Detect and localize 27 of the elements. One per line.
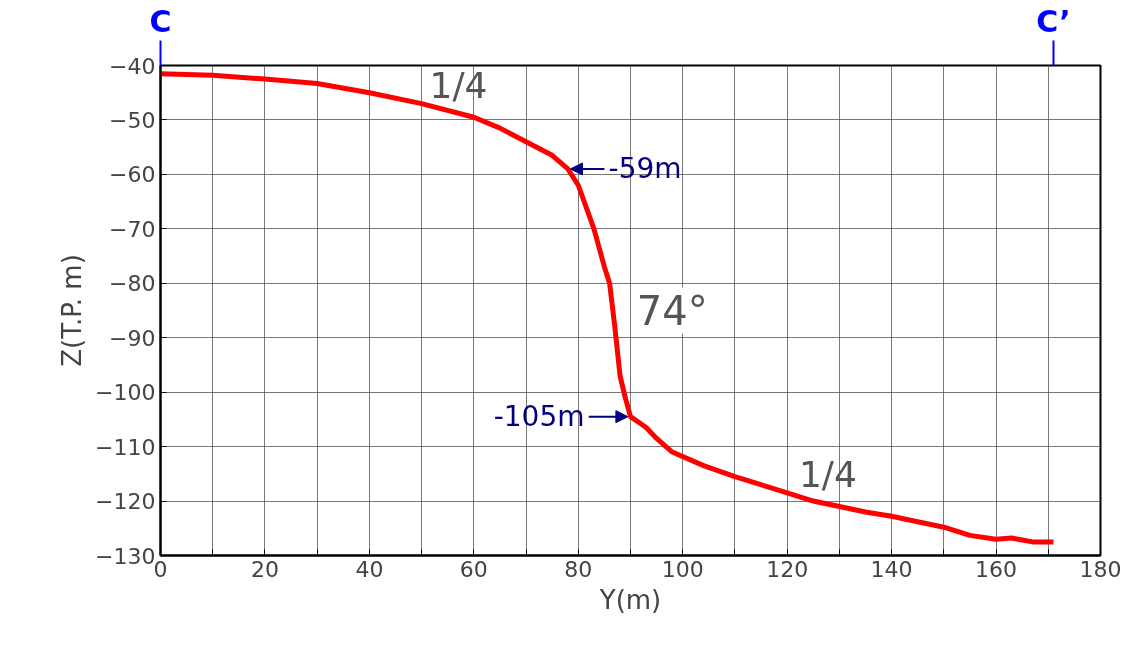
y-axis-title: Z(T.P. m) <box>57 254 88 367</box>
x-tick-label: 180 <box>1079 556 1122 582</box>
y-tick-label: −50 <box>109 107 156 133</box>
y-tick-label: −70 <box>109 216 156 242</box>
x-tick-label: 120 <box>766 556 809 582</box>
annotation: -105m <box>493 400 585 434</box>
y-tick-label: −110 <box>95 434 156 460</box>
y-tick-label: −120 <box>95 489 156 515</box>
y-tick-label: −60 <box>109 162 156 188</box>
text: C’ <box>1036 3 1071 39</box>
annotation: 74° <box>636 287 708 334</box>
y-tick-label: −100 <box>95 380 156 406</box>
x-tick-label: 60 <box>459 556 488 582</box>
y-tick-label: −130 <box>95 543 156 569</box>
x-axis-title: Y(m) <box>598 584 662 615</box>
annotation: -59m <box>608 152 682 186</box>
y-tick-label: −40 <box>109 53 156 79</box>
x-tick-label: 80 <box>564 556 593 582</box>
x-tick-label: 40 <box>355 556 384 582</box>
x-tick-label: 0 <box>153 556 168 582</box>
y-tick-label: −90 <box>109 325 156 351</box>
x-tick-label: 100 <box>661 556 704 582</box>
y-tick-label: −80 <box>109 271 156 297</box>
x-tick-label: 140 <box>870 556 913 582</box>
x-tick-label: 20 <box>250 556 279 582</box>
text: C <box>149 3 172 39</box>
x-tick-label: 160 <box>975 556 1018 582</box>
